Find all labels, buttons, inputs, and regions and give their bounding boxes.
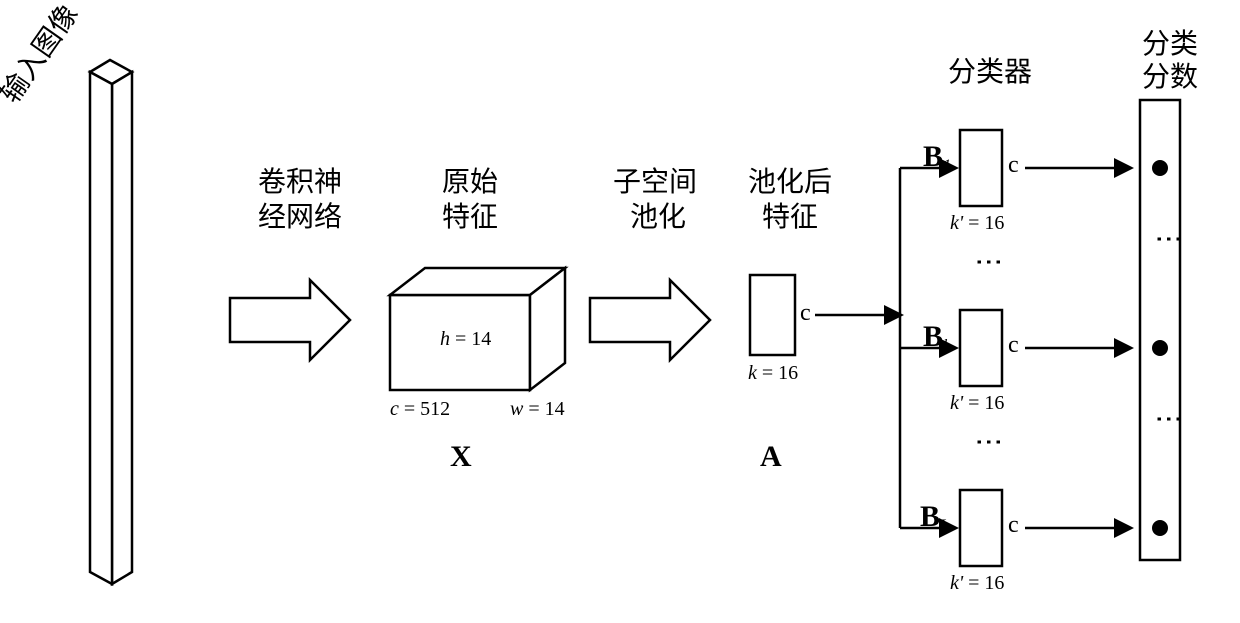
cnn-label-1: 卷积神 xyxy=(240,160,360,200)
scores-title-2: 分数 xyxy=(1130,55,1210,95)
dots-2: ⋮ xyxy=(972,428,1005,456)
X-symbol: X xyxy=(450,440,472,474)
pooled-title-1: 池化后 xyxy=(730,160,850,200)
B1-c: c xyxy=(1008,152,1019,179)
feature-title-2: 特征 xyxy=(420,195,520,235)
Bl-kprime: k' = 16 xyxy=(950,392,1004,415)
svg-layer xyxy=(0,0,1240,623)
pool-label-1: 子空间 xyxy=(595,160,715,200)
B1-kprime: k' = 16 xyxy=(950,212,1004,235)
BL-c: c xyxy=(1008,512,1019,539)
pooled-rect xyxy=(750,275,795,355)
pool-label-2: 池化 xyxy=(608,195,708,235)
BL-symbol: BL xyxy=(920,500,949,535)
scores-vdots-1: ⋮ xyxy=(1152,225,1185,253)
c-label: c = 512 xyxy=(390,398,450,421)
pooled-title-2: 特征 xyxy=(745,195,835,235)
Bl-c: c xyxy=(1008,332,1019,359)
classifiers-title: 分类器 xyxy=(930,50,1050,90)
A-c-label: c xyxy=(800,300,811,327)
score-dot-l xyxy=(1152,340,1168,356)
score-dot-L xyxy=(1152,520,1168,536)
arrow-pooling xyxy=(590,280,710,360)
BL-kprime: k' = 16 xyxy=(950,572,1004,595)
B1-symbol: B1 xyxy=(923,140,951,175)
A-k-label: k = 16 xyxy=(748,362,798,385)
rect-Bl xyxy=(960,310,1002,386)
dots-1: ⋮ xyxy=(972,248,1005,274)
rect-B1 xyxy=(960,130,1002,206)
feature-title-1: 原始 xyxy=(420,160,520,200)
input-image-shape xyxy=(90,60,132,584)
score-dot-1 xyxy=(1152,160,1168,176)
cnn-label-2: 经网络 xyxy=(240,195,360,235)
arrow-cnn xyxy=(230,280,350,360)
h-label: h = 14 xyxy=(440,328,491,351)
A-symbol: A xyxy=(760,440,782,474)
scores-vdots-2: ⋮ xyxy=(1152,405,1185,433)
Bl-symbol: Bl xyxy=(923,320,947,355)
w-label: w = 14 xyxy=(510,398,565,421)
rect-BL xyxy=(960,490,1002,566)
diagram-canvas: 输入图像 卷积神 经网络 原始 特征 h = 14 c = 512 w = 14… xyxy=(0,0,1240,623)
